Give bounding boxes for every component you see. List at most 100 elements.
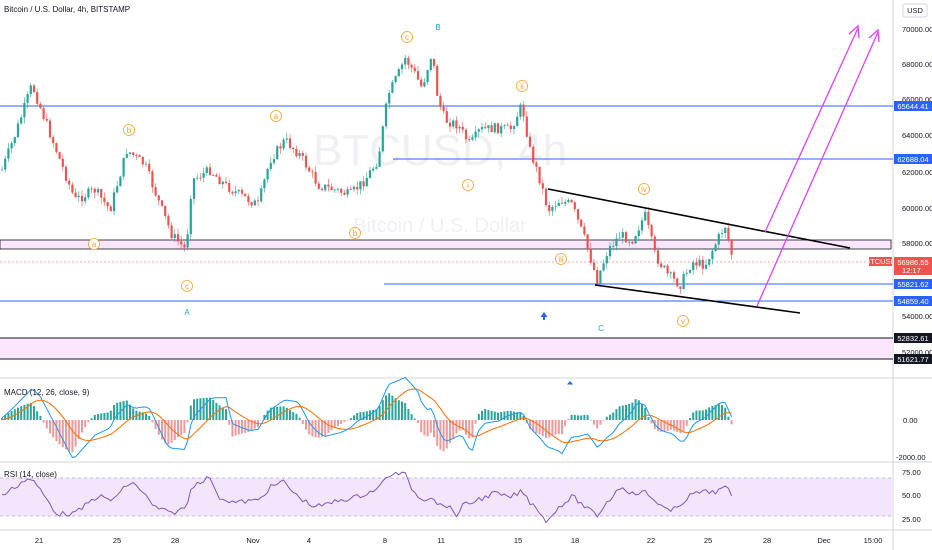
candle-body	[570, 199, 573, 203]
candle-body	[327, 184, 330, 187]
candle-body	[535, 162, 538, 167]
wave-circle-v[interactable]: v	[677, 315, 689, 327]
candle-body	[404, 57, 407, 65]
currency-button[interactable]	[902, 3, 928, 18]
support-zone[interactable]	[0, 338, 893, 359]
svg-text:b: b	[127, 126, 132, 135]
candle-body	[39, 103, 42, 109]
wave-label-A[interactable]: A	[184, 308, 190, 317]
price-tag-51621[interactable]: 51621.77	[894, 354, 932, 364]
macd-bar	[551, 420, 554, 436]
price-tag-52832[interactable]: 52832.61	[894, 333, 932, 343]
projection-arrow[interactable]	[756, 28, 880, 307]
macd-bar	[516, 412, 519, 420]
macd-label[interactable]: MACD (12, 26, close, 9)	[4, 388, 90, 397]
candle-body	[372, 168, 375, 171]
candle-body	[202, 172, 205, 178]
candle-body	[672, 272, 676, 279]
macd-bar	[474, 420, 477, 424]
current-price-tag[interactable]: BTCUSD 56986.55 12:17	[865, 257, 932, 275]
macd-bar	[90, 418, 93, 420]
macd-bar	[477, 413, 480, 420]
wedge-lower-trendline[interactable]	[594, 284, 801, 314]
price-tag-65644[interactable]: 65644.41	[894, 101, 932, 111]
candle-body	[237, 190, 240, 192]
wave-label-C[interactable]: C	[598, 324, 604, 333]
candle-body	[666, 265, 669, 274]
symbol-title: Bitcoin / U.S. Dollar, 4h, BITSTAMP	[4, 5, 130, 14]
macd-bar	[535, 420, 538, 434]
candle-body	[103, 197, 106, 203]
macd-bar	[417, 420, 419, 424]
macd-bar	[381, 400, 384, 420]
wave-circle-i[interactable]: i	[462, 179, 474, 191]
macd-bar	[36, 411, 39, 420]
wave-circle-a-1[interactable]: a	[88, 238, 100, 250]
candle-body	[448, 122, 452, 127]
macd-bar	[442, 420, 445, 452]
projection-arrow[interactable]	[764, 24, 860, 233]
wave-label-B[interactable]: B	[435, 23, 440, 32]
macd-bar	[125, 400, 128, 420]
resistance-zone[interactable]	[0, 239, 892, 250]
wave-circle-iii[interactable]: iii	[555, 253, 567, 265]
wave-circle-iv[interactable]: iv	[638, 183, 650, 195]
wave-circle-ii[interactable]: ii	[516, 80, 528, 92]
macd-bar	[330, 420, 333, 431]
event-up-arrow-icon[interactable]	[540, 312, 548, 320]
event-marker-icon[interactable]	[567, 381, 573, 385]
signal-line	[1, 388, 732, 444]
price-tag-62688[interactable]: 62688.04	[894, 154, 932, 164]
candle-body	[503, 125, 506, 127]
candle-body	[320, 188, 324, 191]
macd-bar	[116, 402, 119, 420]
candle-body	[16, 123, 20, 138]
candle-body	[717, 233, 720, 245]
price-axis[interactable]: 70000.00 68000.00 66000.00 64000.00 6200…	[902, 25, 932, 357]
time-axis[interactable]: 21 25 28 Nov 4 8 11 15 18 22 25 28 Dec 1…	[35, 536, 883, 545]
candle-body	[468, 139, 471, 141]
macd-bar	[509, 410, 512, 420]
wave-circle-b-1[interactable]: b	[123, 124, 135, 136]
macd-bar	[692, 412, 695, 420]
wave-circle-a-2[interactable]: a	[270, 110, 282, 122]
macd-bar	[71, 420, 74, 453]
candle-body	[688, 270, 692, 273]
candle-body	[375, 166, 378, 169]
candle-body	[96, 189, 100, 193]
candle-body	[80, 195, 84, 202]
candle-body	[292, 147, 295, 150]
wedge-upper-trendline[interactable]	[547, 188, 851, 249]
candle-body	[112, 192, 116, 212]
candle-body	[500, 126, 503, 134]
candle-body	[356, 186, 359, 190]
rsi-label[interactable]: RSI (14, close)	[4, 470, 57, 479]
macd-bar	[148, 416, 151, 420]
wave-circle-b-2[interactable]: b	[349, 227, 361, 239]
svg-text:12:17: 12:17	[902, 266, 921, 275]
candle-body	[87, 188, 90, 198]
macd-bar	[301, 420, 304, 425]
macd-bar	[602, 420, 605, 421]
macd-bar	[333, 420, 336, 428]
macd-bar	[65, 420, 67, 450]
candle-body	[148, 163, 151, 172]
macd-bar	[413, 418, 416, 420]
candle-body	[647, 211, 650, 225]
wave-circle-c-2[interactable]: c	[401, 31, 413, 43]
candle-body	[442, 106, 445, 112]
macd-bar	[321, 420, 323, 437]
wave-circle-c-1[interactable]: c	[181, 280, 193, 292]
macd-bar	[529, 420, 531, 430]
candle-body	[388, 92, 391, 104]
candle-body	[551, 206, 554, 212]
candle-body	[13, 137, 16, 144]
time-label: 28	[763, 536, 771, 545]
price-tag-55821[interactable]: 55821.62	[894, 279, 932, 289]
macd-bar	[7, 412, 10, 420]
price-tag-54859[interactable]: 54859.40	[894, 296, 932, 306]
macd-bar	[42, 420, 45, 423]
candle-body	[196, 177, 199, 179]
candle-body	[640, 220, 644, 231]
